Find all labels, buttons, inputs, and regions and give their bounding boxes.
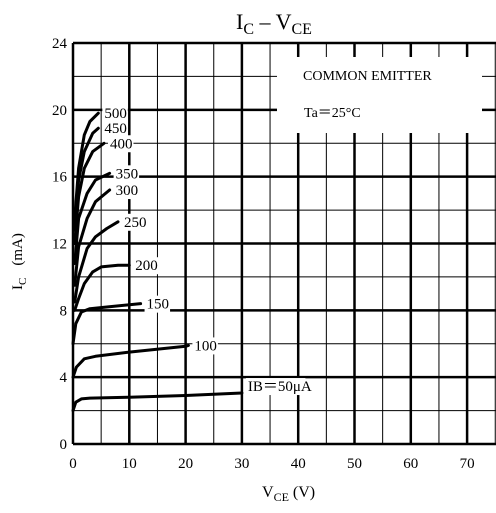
annotation-box bbox=[277, 57, 482, 133]
series-label: 100 bbox=[194, 338, 217, 354]
x-tick-label: 70 bbox=[460, 456, 475, 472]
chart-title: IC – VCE bbox=[236, 9, 312, 38]
ib-curve bbox=[73, 263, 131, 312]
x-tick-label: 40 bbox=[291, 456, 306, 472]
x-tick-label: 10 bbox=[122, 456, 137, 472]
annotation-mode: COMMON EMITTER bbox=[303, 69, 432, 84]
y-tick-label: 8 bbox=[60, 303, 68, 319]
x-axis-label: VCE (V) bbox=[262, 484, 315, 504]
y-tick-label: 12 bbox=[52, 237, 67, 253]
series-label-background bbox=[144, 295, 171, 313]
ib-curve bbox=[71, 391, 244, 413]
series-label-background bbox=[113, 182, 140, 200]
x-tick-label: 60 bbox=[403, 456, 418, 472]
ib-curve bbox=[73, 220, 120, 304]
annotation-temperature: Ta＝25°C bbox=[304, 106, 361, 121]
y-tick-label: 20 bbox=[52, 103, 67, 119]
series-label-background bbox=[113, 165, 140, 183]
curve-layer bbox=[71, 111, 244, 413]
series-label-background bbox=[107, 135, 134, 153]
y-tick-label: 24 bbox=[52, 36, 68, 52]
ib-curve bbox=[73, 171, 112, 265]
series-label: 350 bbox=[116, 166, 139, 182]
y-tick-label: 4 bbox=[60, 370, 68, 386]
series-label: 450 bbox=[104, 121, 127, 137]
series-label: 500 bbox=[104, 106, 127, 122]
ib-curve bbox=[71, 302, 143, 346]
y-axis-label: IC(mA) bbox=[10, 233, 29, 290]
series-label: 300 bbox=[116, 183, 139, 199]
series-label-background bbox=[122, 213, 148, 231]
series-label: 200 bbox=[135, 258, 158, 274]
series-label-background bbox=[102, 105, 128, 123]
tick-labels: 0 10 20 30 40 50 60 70 0 4 8 12 16 20 24 bbox=[52, 36, 475, 472]
x-tick-label: 30 bbox=[234, 456, 249, 472]
x-tick-label: 20 bbox=[178, 456, 193, 472]
ib-curve bbox=[73, 111, 100, 220]
series-label: 250 bbox=[124, 215, 147, 231]
series-label: 150 bbox=[147, 297, 170, 313]
x-tick-label: 0 bbox=[69, 456, 77, 472]
x-tick-label: 50 bbox=[347, 456, 362, 472]
series-label-background bbox=[245, 378, 306, 396]
ib-curve bbox=[73, 188, 112, 287]
series-label-background bbox=[192, 337, 218, 355]
series-label: IB＝50μA bbox=[248, 379, 312, 395]
y-tick-label: 0 bbox=[60, 437, 68, 453]
ib-curve bbox=[71, 343, 190, 379]
series-label-background bbox=[102, 120, 128, 138]
series-label: 400 bbox=[110, 136, 133, 152]
series-label-background bbox=[133, 257, 159, 275]
y-tick-label: 16 bbox=[52, 170, 68, 186]
